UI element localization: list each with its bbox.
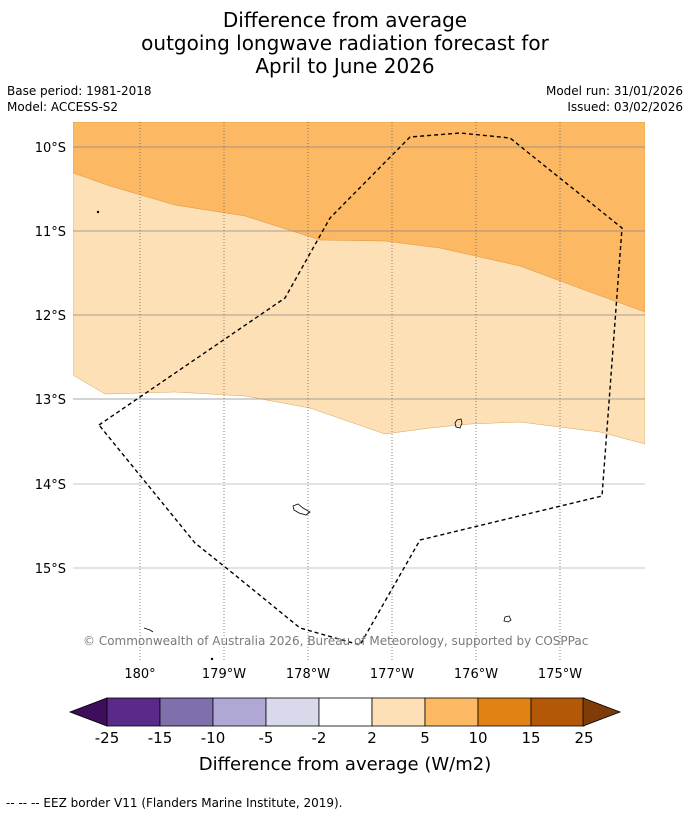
title-line-2: outgoing longwave radiation forecast for xyxy=(141,31,549,55)
lat-label-12s: 12°S xyxy=(35,309,66,324)
colorbar-over-arrow xyxy=(582,697,622,727)
colorbar-segment xyxy=(159,697,214,727)
anomaly-band-5-to-10 xyxy=(73,122,645,313)
islet-northwest xyxy=(96,210,100,214)
colorbar-tick-label: -25 xyxy=(95,729,120,747)
lon-label-176w: 176°W xyxy=(454,667,498,682)
lat-label-11s: 11°S xyxy=(35,225,66,240)
colorbar-tick-label: 15 xyxy=(521,729,540,747)
colorbar-segment xyxy=(318,697,373,727)
island-southwest xyxy=(143,627,154,633)
lat-label-10s: 10°S xyxy=(35,141,66,156)
colorbar-tick-label: 5 xyxy=(420,729,430,747)
colorbar-segment xyxy=(212,697,267,727)
lon-label-177w: 177°W xyxy=(370,667,414,682)
base-period: Base period: 1981-2018 xyxy=(7,84,152,98)
lon-label-179w: 179°W xyxy=(202,667,246,682)
lon-label-180: 180° xyxy=(124,667,155,682)
colorbar-tick-label: 25 xyxy=(574,729,593,747)
colorbar-segment xyxy=(106,697,161,727)
colorbar-segment xyxy=(371,697,426,727)
lon-label-178w: 178°W xyxy=(286,667,330,682)
island-uvea xyxy=(454,418,463,429)
lon-label-175w: 175°W xyxy=(538,667,582,682)
colorbar-tick-label: -5 xyxy=(259,729,274,747)
lat-label-13s: 13°S xyxy=(35,393,66,408)
colorbar-segment xyxy=(530,697,585,727)
colorbar-tick-label: -15 xyxy=(148,729,173,747)
island-futuna xyxy=(292,503,311,516)
colorbar: -25 -15 -10 -5 -2 2 5 10 15 25 Difference from av… xyxy=(68,697,622,775)
title-line-3: April to June 2026 xyxy=(255,54,435,78)
issued-date: Issued: 03/02/2026 xyxy=(567,100,683,114)
islet-bottom xyxy=(210,657,214,660)
lat-label-14s: 14°S xyxy=(35,478,66,493)
colorbar-tick-label: -2 xyxy=(312,729,327,747)
colorbar-under-arrow xyxy=(68,697,108,727)
colorbar-segment xyxy=(424,697,479,727)
colorbar-label: Difference from average (W/m2) xyxy=(199,754,491,775)
colorbar-tick-label: 2 xyxy=(367,729,377,747)
colorbar-segment xyxy=(265,697,320,727)
colorbar-segment xyxy=(477,697,532,727)
graticule xyxy=(73,122,645,660)
colorbar-tick-label: 10 xyxy=(468,729,487,747)
island-south xyxy=(503,615,512,623)
islands xyxy=(96,210,512,660)
model-name: Model: ACCESS-S2 xyxy=(7,100,119,114)
copyright-notice: © Commonwealth of Australia 2026, Bureau… xyxy=(83,634,588,648)
title-line-1: Difference from average xyxy=(222,8,468,32)
eez-legend-footnote: -- -- -- EEZ border V11 (Flanders Marine… xyxy=(6,796,343,810)
model-run-date: Model run: 31/01/2026 xyxy=(545,84,683,98)
lat-label-15s: 15°S xyxy=(35,562,66,577)
colorbar-tick-label: -10 xyxy=(201,729,226,747)
map-area xyxy=(73,122,645,660)
